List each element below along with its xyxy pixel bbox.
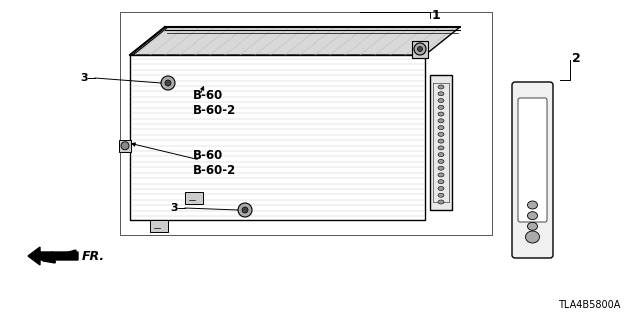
Ellipse shape [438, 193, 444, 197]
FancyBboxPatch shape [512, 82, 553, 258]
FancyBboxPatch shape [518, 98, 547, 222]
Ellipse shape [438, 99, 444, 102]
Ellipse shape [438, 132, 444, 136]
Text: FR.: FR. [82, 250, 105, 262]
Ellipse shape [438, 92, 444, 96]
FancyArrow shape [28, 247, 78, 265]
Ellipse shape [238, 203, 252, 217]
Ellipse shape [438, 153, 444, 157]
Ellipse shape [417, 46, 422, 52]
Ellipse shape [121, 142, 129, 150]
Ellipse shape [438, 119, 444, 123]
Text: B-60: B-60 [193, 148, 223, 162]
Ellipse shape [438, 105, 444, 109]
Polygon shape [119, 140, 131, 152]
Ellipse shape [525, 231, 540, 243]
Text: 1: 1 [432, 9, 441, 21]
Ellipse shape [438, 146, 444, 150]
Ellipse shape [438, 200, 444, 204]
Text: 3: 3 [81, 73, 88, 83]
Text: 2: 2 [572, 52, 580, 65]
Ellipse shape [438, 125, 444, 130]
Polygon shape [412, 41, 428, 58]
Polygon shape [185, 192, 203, 204]
Ellipse shape [242, 207, 248, 213]
Text: B-60-2: B-60-2 [193, 103, 236, 116]
Ellipse shape [438, 166, 444, 170]
Text: B-60-2: B-60-2 [193, 164, 236, 177]
Ellipse shape [414, 43, 426, 55]
Text: B-60: B-60 [193, 89, 223, 101]
Ellipse shape [527, 222, 538, 230]
Ellipse shape [438, 112, 444, 116]
Ellipse shape [527, 201, 538, 209]
Polygon shape [130, 27, 460, 55]
Ellipse shape [161, 76, 175, 90]
Ellipse shape [438, 180, 444, 184]
Ellipse shape [438, 187, 444, 190]
Ellipse shape [527, 212, 538, 220]
Ellipse shape [438, 139, 444, 143]
Polygon shape [430, 75, 452, 210]
Ellipse shape [438, 173, 444, 177]
Text: 3: 3 [170, 203, 178, 213]
Ellipse shape [438, 85, 444, 89]
Ellipse shape [165, 80, 171, 86]
Text: TLA4B5800A: TLA4B5800A [557, 300, 620, 310]
Polygon shape [150, 220, 168, 232]
Ellipse shape [438, 159, 444, 164]
Polygon shape [130, 55, 425, 220]
